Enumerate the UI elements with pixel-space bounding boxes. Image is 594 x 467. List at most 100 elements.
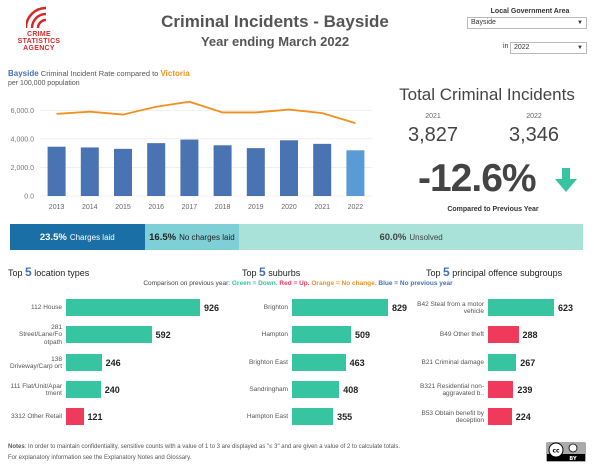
legend-blue: Blue = No previous year bbox=[378, 280, 453, 287]
lga-select-value: Bayside bbox=[471, 19, 496, 26]
locations-bar[interactable] bbox=[66, 299, 200, 316]
offences-value: 267 bbox=[520, 358, 536, 368]
locations-row-label: 281 Street/Lane/Fo otpath bbox=[19, 323, 62, 346]
outcome-segment[interactable]: 16.5% No charges laid bbox=[144, 224, 240, 250]
locations-value: 592 bbox=[155, 330, 171, 340]
suburbs-row-label: Brighton bbox=[263, 304, 288, 312]
section-suffix: principal offence subgroups bbox=[452, 268, 563, 278]
offences-bar[interactable] bbox=[488, 381, 514, 398]
suburbs-row-label: Hampton bbox=[261, 331, 288, 339]
locations-value: 246 bbox=[105, 358, 121, 368]
lga-select[interactable]: Bayside ▼ bbox=[467, 17, 587, 29]
creative-commons-badge[interactable]: cc BY bbox=[546, 442, 586, 462]
bar[interactable] bbox=[180, 139, 199, 196]
suburbs-bar[interactable] bbox=[292, 381, 340, 398]
locations-bar[interactable] bbox=[66, 408, 84, 425]
previous-year-label: 2021 bbox=[425, 113, 441, 120]
offences-row-label: B53 Obtain benefit by deception bbox=[421, 409, 484, 425]
suburbs-value: 509 bbox=[354, 330, 370, 340]
offences-bar[interactable] bbox=[488, 299, 554, 316]
offences-bar[interactable] bbox=[488, 408, 512, 425]
rate-text: Criminal Incident Rate bbox=[40, 69, 115, 78]
section-number: 5 bbox=[443, 265, 450, 279]
outcome-segment[interactable]: 60.0% Unsolved bbox=[239, 224, 583, 250]
incident-rate-chart: 0.0 2,000.0 4,000.0 6,000.0 2013 2014 2015 2016… bbox=[11, 100, 372, 211]
lga-filter-label: Local Government Area bbox=[490, 8, 570, 15]
offences-row-label: B42 Steal from a motor vehicle bbox=[417, 300, 484, 316]
notes-label: Notes bbox=[8, 444, 25, 450]
outcome-label: No charges laid bbox=[179, 232, 235, 242]
outcome-label: Charges laid bbox=[69, 232, 115, 242]
page-title: Criminal Incidents - Bayside bbox=[161, 12, 389, 31]
page-subtitle: Year ending March 2022 bbox=[200, 34, 350, 49]
y-tick-label: 6,000.0 bbox=[11, 108, 34, 115]
section-suffix: suburbs bbox=[268, 268, 301, 278]
suburbs-bar[interactable] bbox=[292, 299, 388, 316]
locations-value: 121 bbox=[87, 412, 103, 422]
legend-lead: Comparison on previous year: bbox=[143, 280, 231, 287]
x-tick-label: 2018 bbox=[215, 204, 231, 211]
offences-row-label: B21 Criminal damage bbox=[421, 359, 484, 367]
comparison-legend: Comparison on previous year: Green = Dow… bbox=[8, 280, 588, 287]
bar[interactable] bbox=[114, 148, 132, 196]
down-arrow-icon bbox=[555, 168, 577, 192]
offences-value: 224 bbox=[515, 412, 531, 422]
notes: Notes: In order to maintain confidential… bbox=[8, 444, 400, 450]
comparison-line[interactable] bbox=[56, 100, 356, 125]
offences-bar[interactable] bbox=[488, 354, 517, 371]
y-tick-label: 0.0 bbox=[24, 194, 34, 201]
locations-bar[interactable] bbox=[66, 354, 102, 371]
outcome-percent: 16.5% bbox=[149, 231, 177, 243]
outcome-percent: 23.5% bbox=[39, 231, 67, 243]
logo-line-3: AGENCY bbox=[23, 45, 55, 52]
locations-bar[interactable] bbox=[66, 381, 101, 398]
outcome-percent: 60.0% bbox=[379, 231, 407, 243]
suburbs-bar[interactable] bbox=[292, 354, 346, 371]
year-select[interactable]: 2022 ▼ bbox=[510, 42, 587, 54]
bar[interactable] bbox=[313, 143, 332, 196]
suburbs-value: 463 bbox=[349, 358, 365, 368]
y-tick-label: 2,000.0 bbox=[11, 165, 34, 172]
locations-value: 926 bbox=[204, 303, 220, 313]
rate-chart-title: Bayside Criminal Incident Rate compared … bbox=[8, 69, 190, 78]
agency-logo: CRIME STATISTICS AGENCY bbox=[8, 4, 70, 54]
percent-change: -12.6% bbox=[418, 157, 537, 200]
suburbs-row-label: Brighton East bbox=[248, 359, 288, 367]
locations-section-title: Top 5 location types bbox=[8, 265, 89, 279]
offences-row-label: B321 Residential non-aggravated b.. bbox=[420, 382, 484, 398]
section-prefix: Top bbox=[8, 268, 23, 278]
suburbs-bar[interactable] bbox=[292, 326, 351, 343]
bar[interactable] bbox=[213, 145, 232, 196]
x-tick-label: 2013 bbox=[49, 204, 65, 211]
offences-value: 623 bbox=[558, 303, 574, 313]
section-prefix: Top bbox=[426, 268, 441, 278]
locations-row-label: 3312 Other Retail bbox=[11, 413, 62, 421]
bar[interactable] bbox=[147, 143, 166, 196]
bar[interactable] bbox=[246, 148, 265, 196]
outcome-segment[interactable]: 23.5% Charges laid bbox=[10, 224, 145, 250]
x-tick-label: 2015 bbox=[115, 204, 131, 211]
previous-year-total: 3,827 bbox=[407, 124, 459, 146]
change-caption: Compared to Previous Year bbox=[447, 206, 539, 213]
bar[interactable] bbox=[80, 147, 99, 196]
x-tick-label: 2019 bbox=[248, 204, 264, 211]
suburbs-row-label: Hampton East bbox=[246, 413, 288, 421]
x-tick-label: 2022 bbox=[348, 204, 364, 211]
bar[interactable] bbox=[47, 146, 66, 196]
locations-bar[interactable] bbox=[66, 326, 152, 343]
outcome-label: Unsolved bbox=[409, 232, 443, 242]
locations-row-label: 112 House bbox=[31, 304, 62, 312]
offences-bar[interactable] bbox=[488, 326, 519, 343]
bar[interactable] bbox=[280, 140, 298, 196]
total-incidents-title: Total Criminal Incidents bbox=[399, 85, 575, 104]
y-tick-label: 4,000.0 bbox=[11, 136, 34, 143]
bar[interactable] bbox=[346, 150, 365, 196]
logo-line-2: STATISTICS bbox=[17, 38, 61, 45]
x-tick-label: 2016 bbox=[148, 204, 164, 211]
suburbs-bar[interactable] bbox=[292, 408, 334, 425]
offences-row-label: B49 Other theft bbox=[439, 331, 484, 339]
suburbs-value: 408 bbox=[343, 385, 359, 395]
legend-orange: Orange = No change. bbox=[311, 280, 377, 287]
cc-by-text: BY bbox=[569, 456, 577, 462]
offences-value: 288 bbox=[522, 330, 538, 340]
